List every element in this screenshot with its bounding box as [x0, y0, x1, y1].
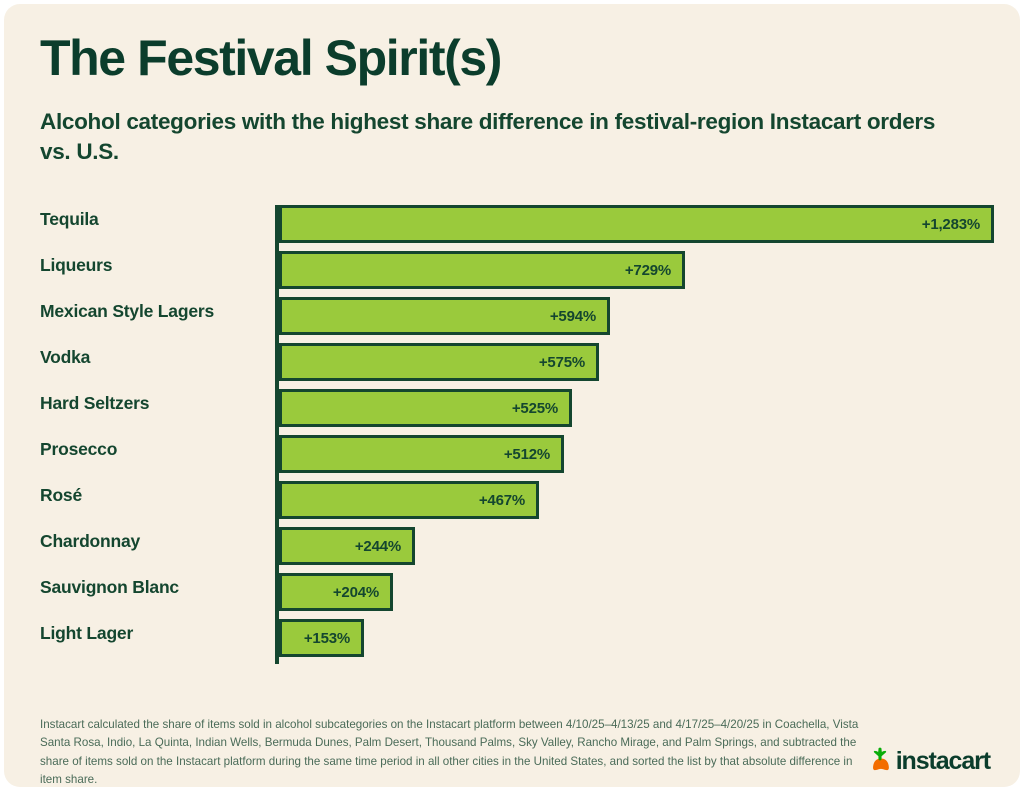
chart-row: Rosé +467%: [4, 476, 1020, 522]
bar: +575%: [279, 343, 599, 381]
bar-value-label: +467%: [478, 491, 525, 509]
bar-category-label: Hard Seltzers: [40, 393, 150, 413]
chart-row: Liqueurs +729%: [4, 246, 1020, 292]
chart-row: Chardonnay +244%: [4, 522, 1020, 568]
methodology-footnote: Instacart calculated the share of items …: [40, 718, 859, 786]
bar: +1,283%: [279, 205, 994, 243]
chart-row: Prosecco +512%: [4, 430, 1020, 476]
page-subtitle: Alcohol categories with the highest shar…: [40, 109, 936, 164]
bar-value-label: +575%: [538, 353, 585, 371]
bar: +244%: [279, 527, 415, 565]
bar-category-label: Rosé: [40, 485, 82, 505]
bar: +729%: [279, 251, 685, 289]
chart-row: Tequila +1,283%: [4, 200, 1020, 246]
page-title: The Festival Spirit(s): [40, 30, 502, 86]
bar-value-label: +512%: [503, 445, 550, 463]
infographic-card: The Festival Spirit(s) Alcohol categorie…: [4, 4, 1020, 787]
bar-category-label: Liqueurs: [40, 255, 113, 275]
bar-category-label: Mexican Style Lagers: [40, 301, 214, 321]
chart-row: Light Lager +153%: [4, 614, 1020, 660]
bar-value-label: +729%: [624, 261, 671, 279]
bar: +204%: [279, 573, 393, 611]
bar-value-label: +244%: [354, 537, 401, 555]
bar-category-label: Sauvignon Blanc: [40, 577, 179, 597]
chart-row: Mexican Style Lagers +594%: [4, 292, 1020, 338]
chart-row: Hard Seltzers +525%: [4, 384, 1020, 430]
chart-rows: Tequila +1,283% Liqueurs +729% Mexican Style…: [4, 200, 1020, 660]
bar-category-label: Light Lager: [40, 623, 134, 643]
bar-category-label: Tequila: [40, 209, 99, 229]
chart-row: Vodka +575%: [4, 338, 1020, 384]
bar-value-label: +525%: [511, 399, 558, 417]
instacart-wordmark: instacart: [895, 747, 991, 775]
instacart-logo: instacart: [868, 746, 991, 777]
chart-row: Sauvignon Blanc +204%: [4, 568, 1020, 614]
bar-value-label: +1,283%: [921, 215, 980, 233]
carrot-icon: [868, 746, 892, 777]
bar: +594%: [279, 297, 610, 335]
bar-value-label: +594%: [549, 307, 596, 325]
chart-axis-line: [275, 205, 279, 664]
bar-category-label: Chardonnay: [40, 531, 141, 551]
bar: +525%: [279, 389, 572, 427]
bar: +153%: [279, 619, 364, 657]
bar-category-label: Prosecco: [40, 439, 118, 459]
bar-chart: Tequila +1,283% Liqueurs +729% Mexican Style…: [4, 200, 1020, 670]
bar-category-label: Vodka: [40, 347, 91, 367]
bar-value-label: +204%: [332, 583, 379, 601]
bar-value-label: +153%: [303, 629, 350, 647]
bar: +467%: [279, 481, 539, 519]
bar: +512%: [279, 435, 564, 473]
